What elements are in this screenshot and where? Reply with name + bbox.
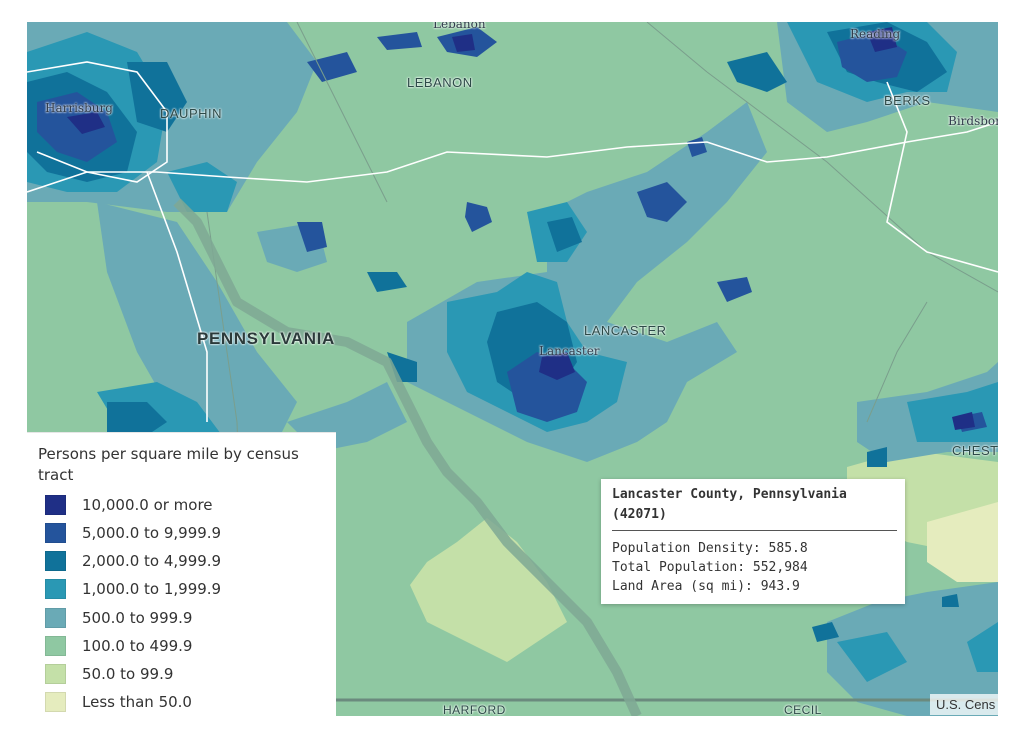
legend-swatch <box>45 664 66 684</box>
popup-row-value: 585.8 <box>768 541 808 556</box>
legend-swatch <box>45 636 66 656</box>
tracts-5000-9999 <box>37 27 987 432</box>
popup-row-density: Population Density: 585.8 <box>612 539 808 558</box>
popup-row-label: Total Population: <box>612 560 746 575</box>
legend-title: Persons per square mile by census tract <box>38 445 299 484</box>
popup-title: Lancaster County, Pennsylvania (42071) <box>612 487 847 522</box>
very-low-density-area <box>927 502 998 582</box>
legend-swatch <box>45 523 66 543</box>
highways <box>27 61 998 422</box>
susquehanna-river <box>173 198 642 716</box>
label-reading: Reading <box>850 27 901 41</box>
legend-label: 50.0 to 99.9 <box>82 665 174 683</box>
legend-swatch <box>45 692 66 712</box>
legend-label: Less than 50.0 <box>82 693 192 711</box>
label-lebanon-city: Lebanon <box>433 22 486 31</box>
popup-row-label: Land Area (sq mi): <box>612 579 753 594</box>
legend-swatch <box>45 579 66 599</box>
legend-label: 10,000.0 or more <box>82 496 213 514</box>
popup-row-population: Total Population: 552,984 <box>612 558 808 577</box>
popup-divider <box>612 530 897 531</box>
label-cecil: CECIL <box>784 703 822 716</box>
popup-row-label: Population Density: <box>612 541 761 556</box>
label-berks: BERKS <box>884 93 931 108</box>
map-legend: Persons per square mile by census tract … <box>27 432 336 719</box>
legend-label: 5,000.0 to 9,999.9 <box>82 524 222 542</box>
legend-swatch <box>45 495 66 515</box>
legend-label: 500.0 to 999.9 <box>82 609 193 627</box>
info-popup: Lancaster County, Pennsylvania (42071) P… <box>601 479 905 604</box>
label-birdsboro: Birdsbor <box>948 114 998 128</box>
label-pennsylvania: PENNSYLVANIA <box>197 329 335 348</box>
label-lebanon-county: LEBANON <box>407 75 473 90</box>
legend-swatch <box>45 551 66 571</box>
label-harford: HARFORD <box>443 703 506 716</box>
popup-row-value: 943.9 <box>760 579 800 594</box>
legend-label: 2,000.0 to 4,999.9 <box>82 552 222 570</box>
legend-label: 100.0 to 499.9 <box>82 637 193 655</box>
label-chester: CHEST <box>952 443 998 458</box>
legend-swatch <box>45 608 66 628</box>
label-dauphin: DAUPHIN <box>160 106 223 121</box>
legend-label: 1,000.0 to 1,999.9 <box>82 580 222 598</box>
choropleth-map[interactable]: Lebanon Reading LEBANON BERKS Harrisburg… <box>27 22 998 716</box>
map-canvas[interactable] <box>27 22 998 716</box>
label-lancaster-county: LANCASTER <box>584 323 667 338</box>
low-density-area-harford <box>410 518 567 662</box>
popup-row-land-area: Land Area (sq mi): 943.9 <box>612 577 800 596</box>
label-harrisburg: Harrisburg <box>45 101 113 115</box>
label-lancaster-city: Lancaster <box>539 344 600 358</box>
map-attribution[interactable]: U.S. Cens <box>930 694 998 715</box>
tracts-10000-plus <box>67 27 975 430</box>
popup-row-value: 552,984 <box>752 560 808 575</box>
